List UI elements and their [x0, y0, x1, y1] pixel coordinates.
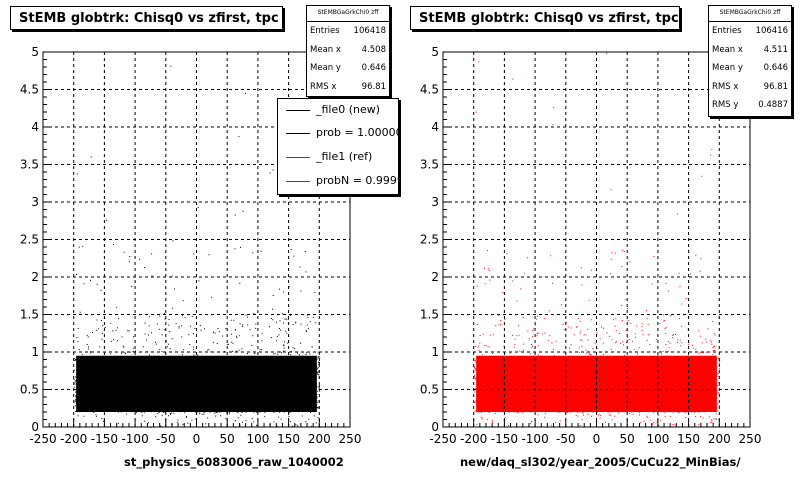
x-tick-label: 250	[739, 432, 762, 446]
legend: _file0 (new) prob = 1.000000 _file1 (ref…	[277, 98, 399, 195]
chart-panel-right: -250 -200 -150 -100 -50 0 50 100 150 200 250 0 0.5 1 1…	[400, 0, 800, 480]
x-tick-label: -250	[29, 432, 56, 446]
x-tick-label: 0	[193, 432, 201, 446]
y-tick-label: 4.5	[20, 83, 39, 97]
x-tick-label: 100	[246, 432, 269, 446]
stats-name: StEMBGaGrkChi0 zff	[709, 6, 791, 22]
x-tick-label: -200	[60, 432, 87, 446]
y-tick-label: 1	[431, 345, 439, 359]
y-tick-label: 4.5	[420, 83, 439, 97]
chart-panel-left: -250 -200 -150 -100 -50 0 50 100 150 200 250 0 0.5 1 1…	[10, 5, 399, 469]
scatter-band-saturated	[473, 355, 721, 413]
x-tick-label: -100	[121, 432, 148, 446]
scatter-band-high	[77, 412, 321, 428]
y-tick-label: 2.5	[420, 233, 439, 247]
x-tick-label: 50	[220, 432, 235, 446]
stats-row-mean-x: Mean x 4.511	[712, 44, 788, 55]
x-tick-label: -150	[491, 432, 518, 446]
x-tick-label: -50	[156, 432, 176, 446]
scatter-band-sparse	[76, 65, 282, 221]
x-tick-label: 0	[593, 432, 601, 446]
x-axis-label-left: st_physics_6083006_raw_1040002	[124, 455, 344, 469]
x-tick-label: -150	[91, 432, 118, 446]
stats-row-entries: Entries 106416	[712, 26, 788, 36]
y-tick-label: 5	[431, 45, 439, 59]
axis-ticks-left: -250 -200 -150 -100 -50 0 50 100 150 200 250 0 0.5 1 1…	[20, 45, 362, 446]
y-tick-label: 5	[31, 45, 39, 59]
x-tick-label: -200	[460, 432, 487, 446]
y-tick-label: 0.5	[420, 383, 439, 397]
y-tick-label: 4	[431, 120, 439, 134]
y-tick-label: 0.5	[20, 383, 39, 397]
x-tick-label: -100	[521, 432, 548, 446]
stats-row-rms-x: RMS x 96.81	[310, 81, 386, 92]
stats-row-mean-x: Mean x 4.508	[310, 44, 386, 55]
scatter-band-sparse	[475, 52, 719, 215]
y-tick-label: 2.5	[20, 233, 39, 247]
y-tick-label: 2	[31, 270, 39, 284]
stats-row-mean-y: Mean y 0.646	[712, 63, 788, 73]
stats-row-rms-y: RMS y 0.4887	[712, 100, 788, 110]
stats-row-mean-y: Mean y 0.646	[310, 63, 386, 73]
x-tick-label: -250	[429, 432, 456, 446]
y-tick-label: 3	[431, 195, 439, 209]
y-tick-label: 4	[31, 120, 39, 134]
y-tick-label: 3.5	[420, 158, 439, 172]
y-tick-label: 0	[431, 420, 439, 434]
scatter-band-medium	[476, 245, 702, 316]
scatter-band-saturated	[73, 355, 321, 413]
x-axis-label-right: new/daq_sl302/year_2005/CuCu22_MinBias/	[460, 455, 741, 469]
grid-right	[443, 52, 750, 427]
x-tick-label: 200	[708, 432, 731, 446]
stats-row-rms-x: RMS x 96.81	[712, 81, 788, 92]
scatter-plot-right: -250 -200 -150 -100 -50 0 50 100 150 200 250 0 0.5 1 1…	[420, 45, 762, 446]
scatter-band-high	[76, 314, 319, 357]
x-tick-label: 50	[620, 432, 635, 446]
y-tick-label: 1	[31, 345, 39, 359]
y-tick-label: 2	[431, 270, 439, 284]
scatter-band-high	[475, 315, 720, 357]
chart-title-left: StEMB globtrk: Chisq0 vs zfirst, tpc	[10, 6, 283, 30]
x-tick-label: 150	[677, 432, 700, 446]
y-tick-label: 1.5	[420, 308, 439, 322]
x-tick-label: 100	[646, 432, 669, 446]
y-tick-label: 0	[31, 420, 39, 434]
x-tick-label: 250	[339, 432, 362, 446]
axis-ticks-right: -250 -200 -150 -100 -50 0 50 100 150 200 250 0 0.5 1 1…	[420, 45, 762, 446]
stats-row-entries: Entries 106418	[310, 26, 386, 36]
x-tick-label: -50	[556, 432, 576, 446]
x-tick-label: 150	[277, 432, 300, 446]
y-tick-label: 3	[31, 195, 39, 209]
x-tick-label: 200	[308, 432, 331, 446]
stats-name: StEMBGaGrkChi0 zff	[307, 6, 389, 22]
y-tick-label: 3.5	[20, 158, 39, 172]
y-tick-label: 1.5	[20, 308, 39, 322]
chart-title-right: StEMB globtrk: Chisq0 vs zfirst, tpc	[410, 6, 680, 30]
